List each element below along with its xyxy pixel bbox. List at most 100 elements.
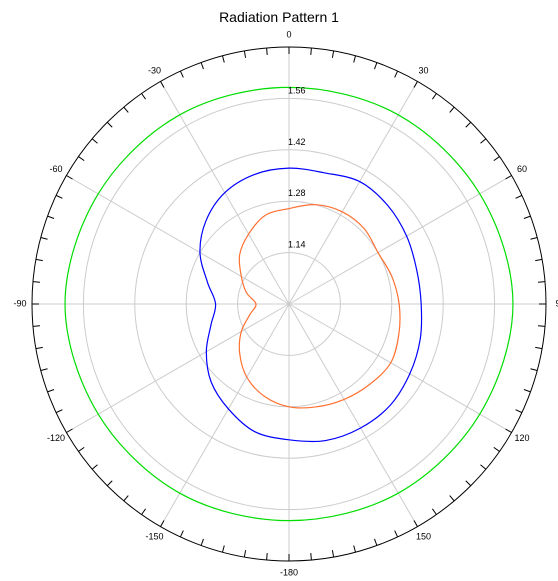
angle-tick	[535, 346, 543, 350]
angle-tick	[179, 530, 184, 538]
angle-tick	[243, 550, 247, 558]
angle-tick	[530, 368, 538, 371]
angle-tick	[40, 237, 48, 240]
angle-tick	[141, 508, 147, 515]
angle-tick	[141, 93, 147, 100]
angle-tick	[515, 194, 523, 199]
angle-tick	[266, 47, 268, 55]
grid-spoke	[288, 303, 512, 433]
chart-title: Radiation Pattern 1	[219, 9, 339, 25]
angle-tick	[66, 428, 73, 433]
angle-tick	[538, 325, 546, 327]
angle-tick	[47, 215, 55, 219]
angle-tick	[465, 121, 472, 128]
angle-tick	[353, 545, 356, 553]
angle-tick	[353, 55, 356, 63]
angle-label: 150	[416, 531, 431, 541]
angle-tick	[123, 495, 129, 502]
angle-tick	[47, 389, 55, 393]
angle-tick	[200, 62, 204, 70]
radial-label: 1.56	[288, 85, 306, 95]
angle-tick	[413, 81, 418, 88]
angle-tick	[222, 545, 225, 553]
angle-tick	[78, 156, 85, 162]
angle-tick	[493, 156, 500, 162]
angle-tick	[505, 175, 512, 180]
angle-tick	[32, 325, 40, 327]
axis-layer	[31, 46, 547, 562]
angle-tick	[538, 281, 546, 283]
angle-tick	[515, 409, 523, 414]
grid-layer	[32, 47, 546, 561]
angle-label: 120	[514, 433, 529, 443]
angle-tick	[449, 495, 455, 502]
angle-tick	[523, 215, 531, 219]
angle-tick	[32, 281, 40, 283]
angle-label: 9	[555, 298, 558, 308]
grid-spoke	[66, 303, 290, 433]
series-line-2	[199, 167, 423, 443]
angle-tick	[91, 464, 98, 470]
angle-label: -150	[145, 531, 163, 541]
angle-tick	[480, 464, 487, 470]
angle-label: 0	[286, 29, 291, 39]
angle-tick	[222, 55, 225, 63]
radial-label: 1.42	[288, 137, 306, 147]
angle-tick	[394, 530, 399, 538]
angle-tick	[40, 368, 48, 371]
angle-tick	[449, 106, 455, 113]
angle-tick	[66, 175, 73, 180]
grid-spoke	[288, 81, 418, 305]
angle-tick	[200, 538, 204, 546]
series-line-1	[64, 86, 514, 522]
angle-label: 60	[517, 164, 527, 174]
angle-tick	[78, 446, 85, 452]
angle-tick	[413, 520, 418, 527]
angle-tick	[431, 93, 437, 100]
angle-tick	[160, 520, 165, 527]
angle-tick	[266, 553, 268, 561]
grid-spoke	[288, 303, 418, 527]
angle-tick	[535, 258, 543, 262]
angle-tick	[523, 389, 531, 393]
radial-label: 1.28	[288, 188, 306, 198]
angle-tick	[431, 508, 437, 515]
angle-tick	[480, 138, 487, 144]
angle-tick	[123, 106, 129, 113]
angle-tick	[331, 50, 335, 58]
angle-tick	[505, 428, 512, 433]
angle-label: -30	[148, 65, 161, 75]
angle-tick	[530, 237, 538, 240]
angle-tick	[243, 50, 247, 58]
angle-label: 30	[418, 65, 428, 75]
grid-spoke	[66, 175, 290, 305]
angle-label: -60	[50, 164, 63, 174]
series-line-3	[238, 204, 401, 409]
grid-spoke	[160, 303, 290, 527]
angle-tick	[310, 47, 312, 55]
angle-tick	[179, 70, 184, 78]
angle-tick	[106, 480, 113, 487]
angle-tick	[35, 346, 43, 350]
angle-label: -120	[47, 433, 65, 443]
angle-tick	[374, 538, 378, 546]
angle-tick	[310, 553, 312, 561]
angle-tick	[374, 62, 378, 70]
angle-tick	[106, 121, 113, 128]
angle-tick	[394, 70, 399, 78]
angle-label: -180	[280, 567, 298, 577]
angle-tick	[465, 480, 472, 487]
radial-label: 1.14	[288, 240, 306, 250]
angle-label: -90	[13, 298, 26, 308]
angle-tick	[160, 81, 165, 88]
series-layer	[64, 86, 514, 522]
angle-tick	[91, 138, 98, 144]
angle-tick	[55, 194, 63, 199]
angle-tick	[493, 446, 500, 452]
grid-spoke	[288, 175, 512, 305]
angle-tick	[35, 258, 43, 262]
label-layer: 0 30 60 9 120 150 -180 -150 -120 -90 -60 -30 1.14 1.2…	[13, 29, 558, 577]
angle-tick	[331, 550, 335, 558]
angle-tick	[55, 409, 63, 414]
